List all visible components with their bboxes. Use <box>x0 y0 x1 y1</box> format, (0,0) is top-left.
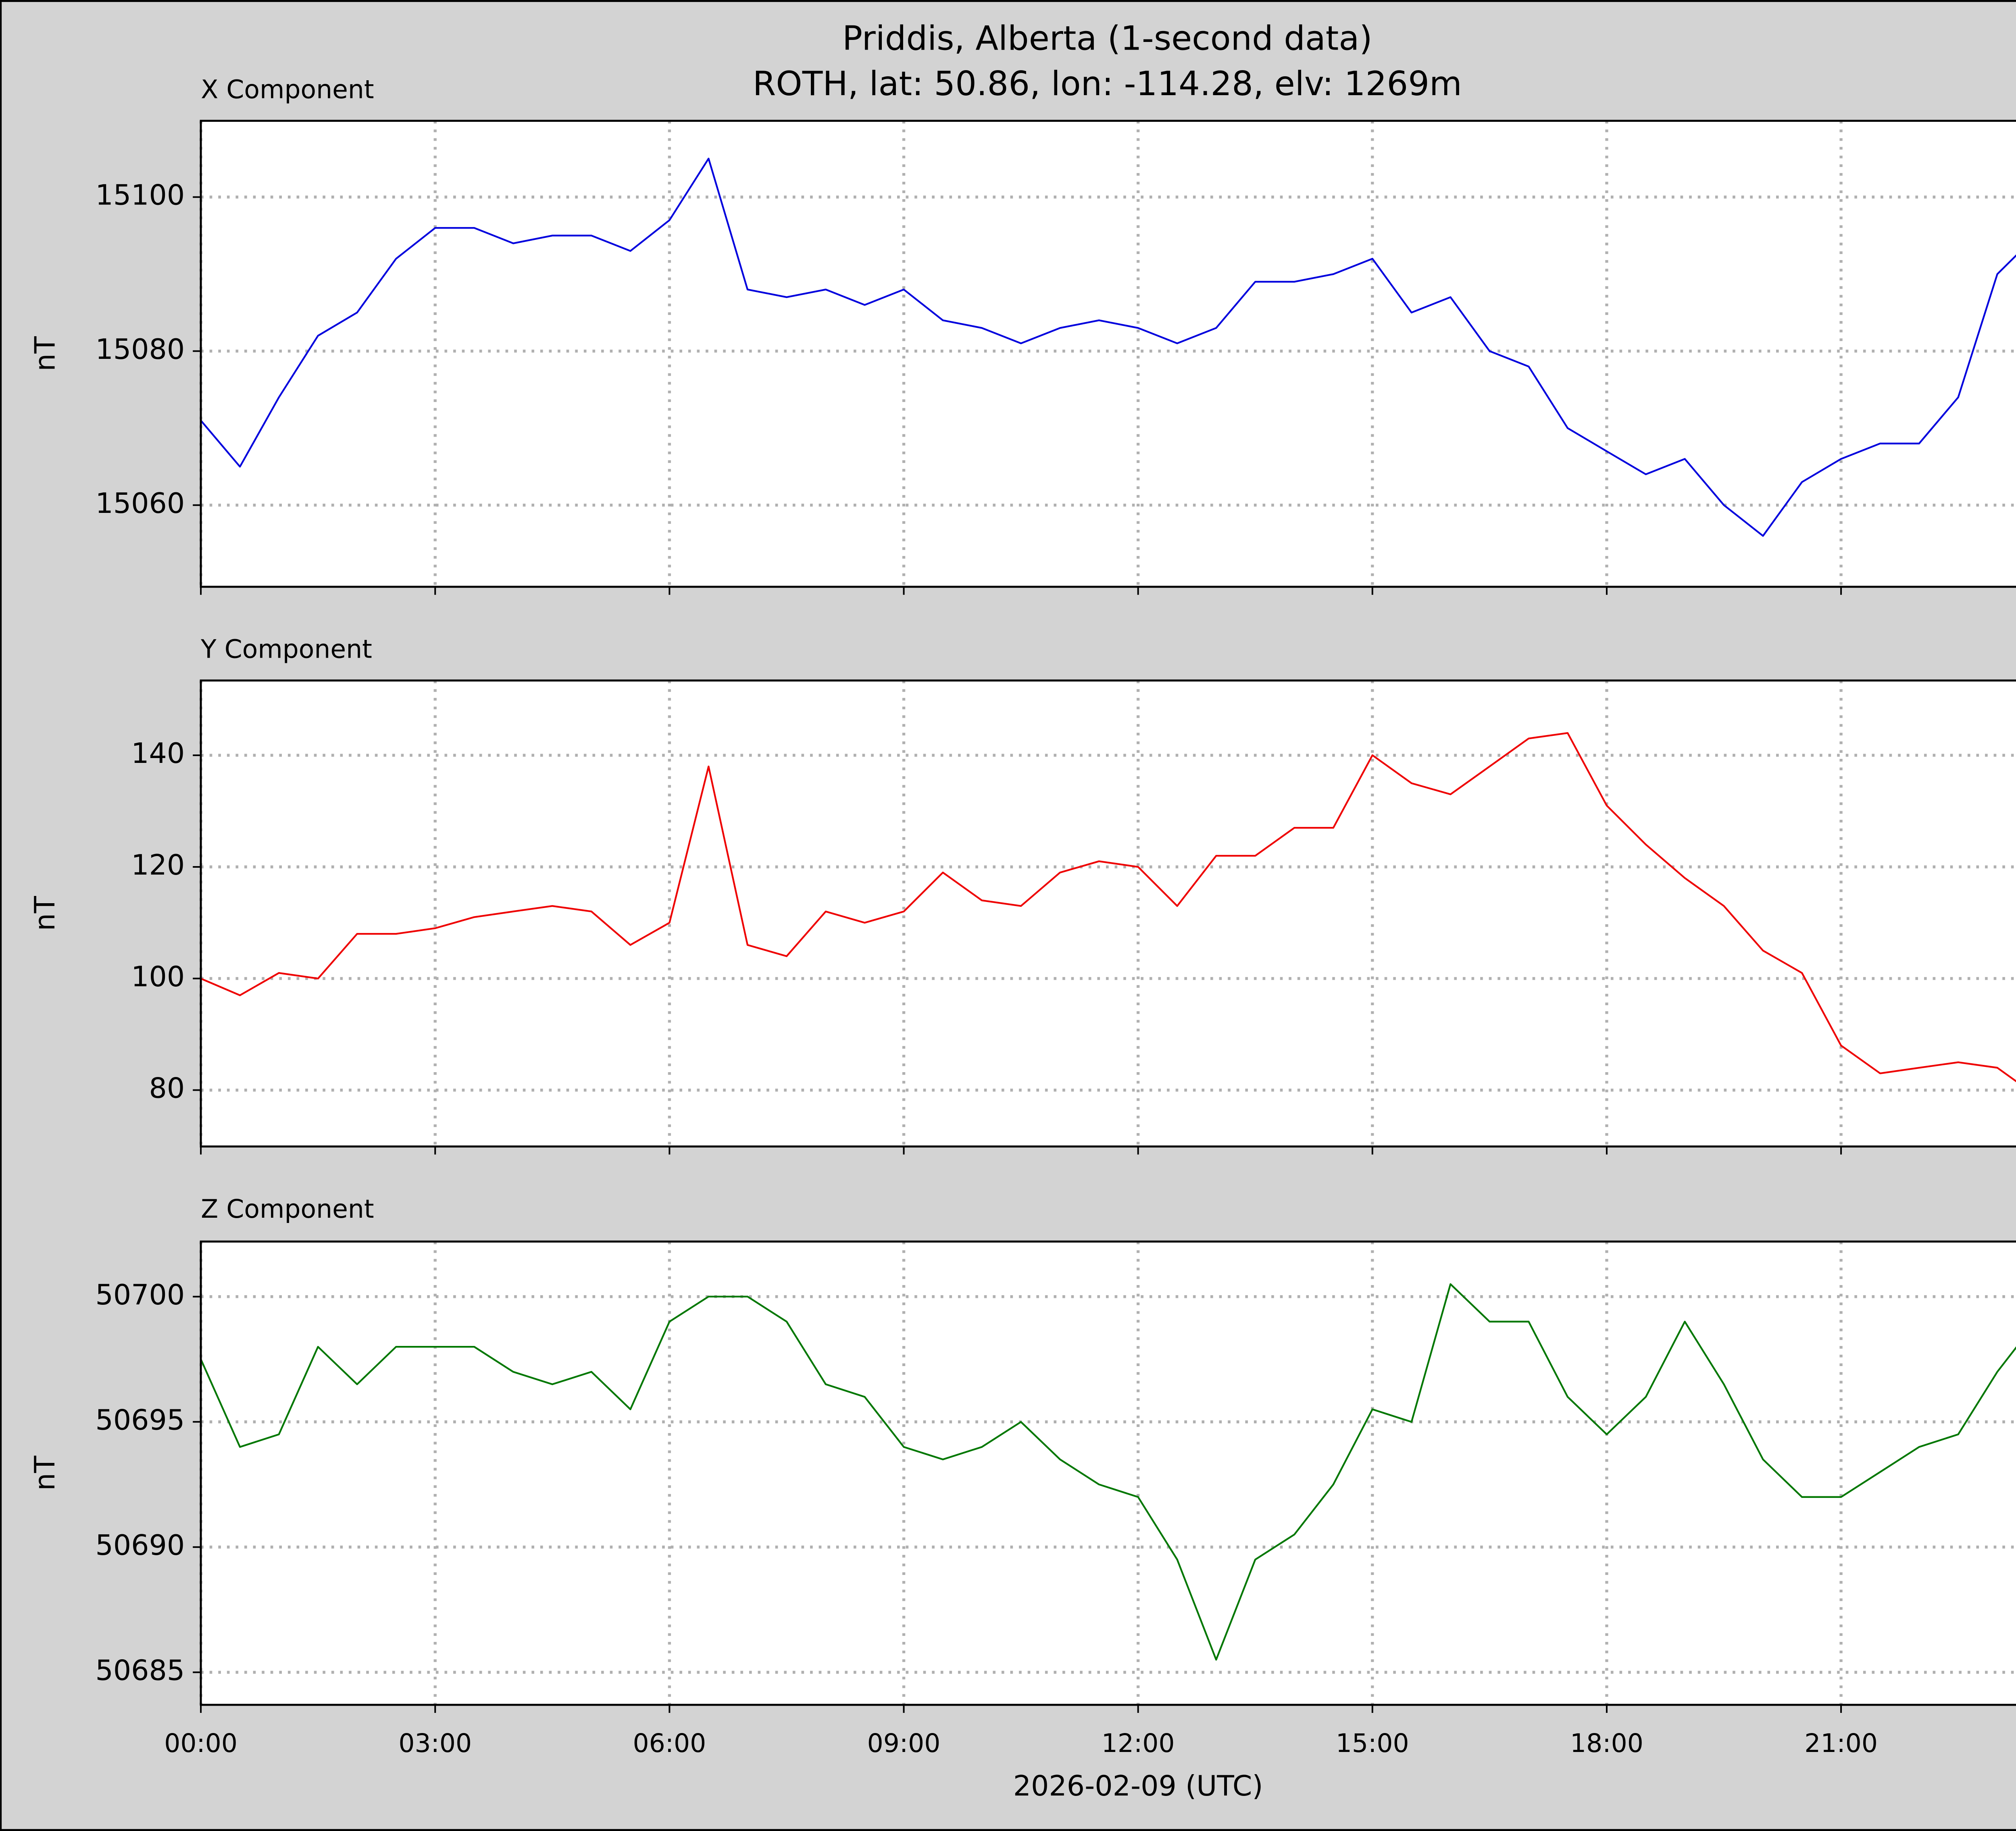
y-axis-label: nT <box>29 1456 61 1491</box>
y-tick-label: 120 <box>131 849 185 881</box>
y-tick-label: 15060 <box>95 487 185 520</box>
plot-area <box>201 121 2016 587</box>
y-tick-label: 80 <box>149 1072 185 1105</box>
figure-subtitle: ROTH, lat: 50.86, lon: -114.28, elv: 126… <box>753 64 1462 103</box>
plot-area <box>201 680 2016 1147</box>
plot-frame <box>200 679 2016 1148</box>
y-tick-label: 15100 <box>95 179 185 212</box>
y-axis-label: nT <box>29 336 61 371</box>
x-tick-label: 15:00 <box>1336 1728 1409 1758</box>
y-tick-label: 15080 <box>95 333 185 366</box>
x-tick-label: 03:00 <box>398 1728 472 1758</box>
y-tick-label: 50685 <box>95 1654 185 1687</box>
panel-title: X Component <box>201 75 374 104</box>
y-tick-label: 50700 <box>95 1279 185 1311</box>
data-line <box>200 158 2016 537</box>
plot-frame <box>200 1240 2016 1706</box>
x-tick-label: 18:00 <box>1570 1728 1643 1758</box>
x-tick-label: 09:00 <box>867 1728 941 1758</box>
x-axis-label: 2026-02-09 (UTC) <box>1013 1770 1263 1802</box>
panel-title: Z Component <box>201 1194 374 1224</box>
figure-title: Priddis, Alberta (1-second data) <box>842 19 1372 58</box>
y-tick-label: 50695 <box>95 1404 185 1436</box>
y-tick-label: 50690 <box>95 1529 185 1562</box>
x-tick-label: 21:00 <box>1804 1728 1878 1758</box>
data-line <box>200 1283 2016 1661</box>
y-tick-label: 140 <box>131 737 185 770</box>
y-axis-label: nT <box>29 896 61 931</box>
x-tick-label: 00:00 <box>164 1728 237 1758</box>
panel-title: Y Component <box>200 634 372 664</box>
y-tick-label: 100 <box>131 960 185 993</box>
x-tick-label: 06:00 <box>633 1728 706 1758</box>
plot-area <box>201 1241 2016 1705</box>
x-tick-label: 12:00 <box>1102 1728 1175 1758</box>
data-line <box>200 732 2016 1083</box>
plot-frame <box>200 120 2016 588</box>
